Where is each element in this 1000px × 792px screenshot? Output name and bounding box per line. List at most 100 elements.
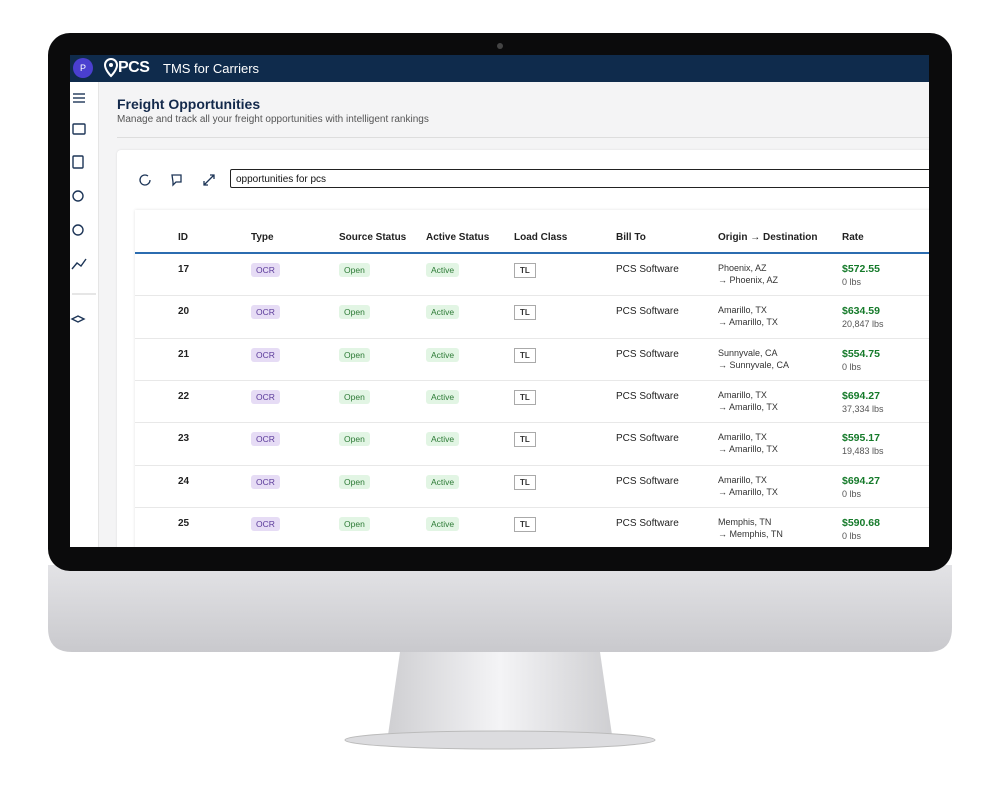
nav-icon[interactable] [72,123,86,135]
stand-base [344,730,656,750]
weight: 0 lbs [842,277,862,287]
destination: → Amarillo, TX [718,401,778,412]
type-badge: OCR [251,474,280,489]
destination: → Amarillo, TX [718,317,778,328]
weight: 19,483 lbs [842,446,884,457]
active-status-badge: Active [426,389,460,404]
menu-icon[interactable] [73,93,85,103]
bill-to: PCS Software [616,264,679,275]
column-header: ID [178,232,188,243]
camera [497,43,503,49]
logo-pin [103,58,119,78]
id: 23 [178,433,190,445]
load-class-badge: TL [514,305,536,321]
origin: Memphis, TN [718,516,772,527]
header-underline [135,252,929,254]
origin: Amarillo, TX [718,432,767,443]
active-status-badge: Active [426,474,460,489]
rate: $595.17 [842,432,880,445]
bill-to: PCS Software [616,306,679,318]
active-status-badge: Active [426,347,460,362]
nav-icon[interactable] [72,155,84,169]
expand-button[interactable] [203,174,215,186]
source-status-badge: Open [339,263,370,277]
avatar[interactable]: P [73,58,93,78]
origin: Amarillo, TX [718,305,767,316]
load-class-badge: TL [514,516,536,532]
sidebar-icons [70,93,96,323]
origin: Amarillo, TX [718,474,767,485]
column-header: Load Class [514,232,568,243]
sidebar [70,82,99,547]
stand [388,652,612,735]
type-badge: OCR [251,263,280,277]
source-status-badge: Open [339,389,370,404]
type-badge: OCR [251,516,280,531]
active-status-badge: Active [426,432,460,447]
destination: → Amarillo, TX [718,444,778,455]
rate: $572.55 [842,263,880,275]
destination: → Phoenix, AZ [718,275,779,285]
load-class-badge: TL [514,263,536,278]
row-divider [135,464,929,466]
source-status-badge: Open [339,347,370,362]
bill-to: PCS Software [616,390,679,402]
weight: 0 lbs [842,488,862,499]
type-badge: OCR [251,305,280,320]
active-status-badge: Active [426,305,460,320]
source-status-badge: Open [339,305,370,320]
refresh-button[interactable] [139,174,151,186]
origin: Amarillo, TX [718,389,767,400]
source-status-badge: Open [339,432,370,447]
bill-to: PCS Software [616,475,679,487]
search-input[interactable]: opportunities for pcs [230,169,929,188]
origin: Sunnyvale, CA [718,347,778,358]
weight: 0 lbs [842,530,862,541]
active-status-badge: Active [426,516,460,531]
row-divider [135,506,929,508]
row-divider [135,295,929,297]
screen: P PCS TMS for Carriers Freight Opportuni… [70,55,929,547]
destination: → Sunnyvale, CA [718,359,790,370]
id: 25 [178,517,190,529]
rate: $590.68 [842,516,880,529]
top-bar [70,55,929,82]
column-header: Bill To [616,232,646,243]
chin [48,565,952,652]
load-class-badge: TL [514,347,536,363]
source-status-badge: Open [339,474,370,489]
weight: 37,334 lbs [842,403,884,414]
weight: 0 lbs [842,361,862,372]
row-divider [135,379,929,381]
rate: $634.59 [842,305,880,318]
weight: 20,847 lbs [842,319,884,330]
origin: Phoenix, AZ [718,263,767,273]
destination: → Memphis, TN [718,528,783,539]
rate: $554.75 [842,347,880,360]
bill-to: PCS Software [616,433,679,445]
column-header: Source Status [339,232,407,243]
nav-icon[interactable] [70,315,86,323]
nav-icon[interactable] [71,258,87,270]
id: 24 [178,475,190,487]
page-subtitle: Manage and track all your freight opport… [117,114,429,125]
load-class-badge: TL [514,432,536,448]
table: ID Type Source Status Active Status Load Cla… [135,210,929,547]
bill-to: PCS Software [616,517,679,529]
row-divider [135,422,929,424]
type-badge: OCR [251,347,280,362]
type-badge: OCR [251,432,280,447]
column-header: Origin → Destination [718,232,818,243]
rate: $694.27 [842,389,880,402]
type-badge: OCR [251,389,280,404]
id: 17 [178,264,190,275]
nav-icon[interactable] [72,224,84,236]
column-header: Active Status [426,232,490,243]
bill-to: PCS Software [616,348,679,360]
filter-button[interactable] [171,174,182,187]
id: 20 [178,306,190,318]
separator [117,137,929,138]
nav-icon[interactable] [72,190,84,202]
column-header: Type [251,232,274,243]
